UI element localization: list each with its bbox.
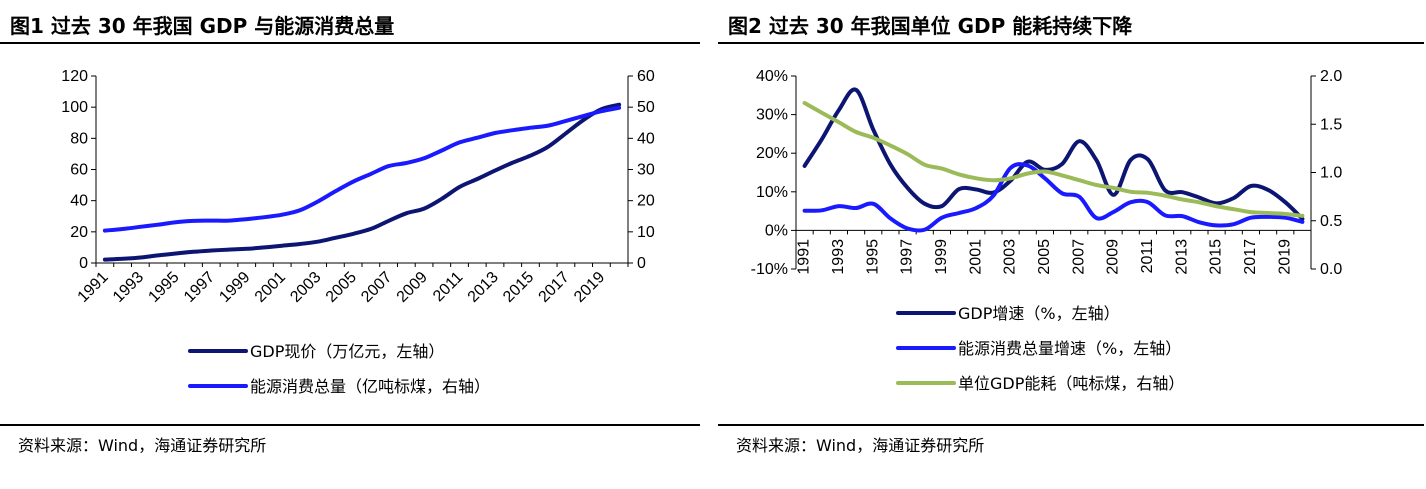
y-right-tick-label: 20 [637, 193, 655, 210]
chart-2-svg: -10% 0% 10% 20% 30% 40% 0.0 0.5 1.0 1.5 2.0 1991 199… [751, 68, 1343, 393]
x-tick-label: 2017 [1242, 239, 1259, 275]
x-tick-label: 2011 [1139, 239, 1156, 274]
chart-1-bottom-rule [0, 424, 700, 426]
chart-1-title: 图1 过去 30 年我国 GDP 与能源消费总量 [10, 14, 395, 38]
x-tick-label: 2009 [394, 269, 431, 306]
y-right-tick-label: 10 [637, 224, 655, 241]
chart-1-top-rule [0, 42, 700, 44]
x-tick-label: 2005 [323, 269, 360, 306]
x-tick-label: 2015 [500, 269, 537, 306]
legend: GDP增速（%，左轴） 能源消费总量增速（%，左轴） 单位GDP能耗（吨标煤，右轴） [896, 304, 1184, 393]
y-left-tick-label: 0% [765, 222, 788, 239]
y-right-tick-label: 30 [637, 162, 655, 179]
legend-label-1: GDP现价（万亿元，左轴） [250, 342, 444, 361]
y-left-tick-label: 40% [756, 68, 788, 85]
y-left-tick-label: -10% [751, 261, 788, 278]
chart-2-top-rule [718, 42, 1424, 44]
legend-label-2: 能源消费总量增速（%，左轴） [958, 339, 1181, 358]
x-tick-label: 2003 [1002, 239, 1019, 275]
x-tick-label: 2003 [287, 269, 324, 306]
x-tick-label: 2007 [1070, 239, 1087, 275]
x-tick-label: 2017 [536, 269, 573, 306]
x-tick-label: 2005 [1036, 239, 1053, 275]
x-tick-label: 1995 [145, 269, 182, 306]
chart-1-svg: 0 20 40 60 80 100 120 0 10 20 30 40 50 60 199119931995… [61, 68, 655, 396]
series-line-1 [102, 102, 622, 262]
y-right-tick-label: 60 [637, 68, 655, 85]
y-right-tick-label: 40 [637, 130, 655, 147]
legend-label-1: GDP增速（%，左轴） [958, 304, 1120, 323]
y-right-tick-label: 2.0 [1320, 68, 1342, 85]
x-tick-label: 1995 [864, 239, 881, 275]
y-left-tick-label: 0 [79, 255, 88, 272]
x-tick-label: 2013 [1173, 239, 1190, 275]
legend-label-3: 单位GDP能耗（吨标煤，右轴） [958, 374, 1184, 393]
series-line-1 [802, 87, 1305, 221]
chart-1-source: 资料来源：Wind，海通证券研究所 [18, 436, 267, 455]
x-tick-label: 1999 [216, 269, 253, 306]
x-tick-label: 2019 [571, 269, 608, 306]
x-tick-label: 2019 [1276, 239, 1293, 275]
x-tick-label: 2007 [358, 269, 395, 306]
chart-panel-1: 图1 过去 30 年我国 GDP 与能源消费总量 0 20 40 60 80 100 120… [0, 0, 700, 489]
legend-label-2: 能源消费总量（亿吨标煤，右轴） [250, 377, 490, 396]
x-tick-label: 2009 [1105, 239, 1122, 275]
x-tick-label: 1993 [830, 239, 847, 275]
x-tick-label: 1991 [796, 239, 813, 275]
x-tick-label: 1993 [110, 269, 147, 306]
y-left-tick-label: 100 [61, 99, 88, 116]
y-left-tick-label: 120 [61, 68, 88, 85]
y-right-tick-label: 1.0 [1320, 165, 1342, 182]
series-line-2 [802, 162, 1305, 233]
x-tick-label: 2015 [1208, 239, 1225, 275]
y-right-tick-label: 0.0 [1320, 261, 1342, 278]
y-left-tick-label: 30% [756, 107, 788, 124]
legend: GDP现价（万亿元，左轴） 能源消费总量（亿吨标煤，右轴） [188, 342, 490, 396]
chart-2-title: 图2 过去 30 年我国单位 GDP 能耗持续下降 [728, 14, 1133, 38]
y-left-tick-label: 80 [70, 130, 88, 147]
x-tick-label: 2001 [252, 269, 289, 306]
y-left-tick-label: 10% [756, 184, 788, 201]
y-right-tick-label: 0.5 [1320, 213, 1342, 230]
x-tick-label: 1999 [933, 239, 950, 275]
chart-2-bottom-rule [718, 424, 1424, 426]
x-tick-label: 1991 [75, 269, 112, 306]
y-left-tick-label: 60 [70, 162, 88, 179]
series-line-2 [102, 105, 622, 233]
chart-2-source: 资料来源：Wind，海通证券研究所 [736, 436, 985, 455]
y-right-tick-label: 50 [637, 99, 655, 116]
x-tick-label: 1997 [181, 269, 218, 306]
y-left-tick-label: 40 [70, 193, 88, 210]
y-right-tick-label: 1.5 [1320, 116, 1342, 133]
x-tick-label: 2011 [430, 269, 466, 305]
x-tick-label: 2013 [465, 269, 502, 306]
x-tick-label: 2001 [967, 239, 984, 275]
chart-panel-2: 图2 过去 30 年我国单位 GDP 能耗持续下降 -10% 0% 10% 20% 30… [718, 0, 1424, 489]
series-line-3 [802, 101, 1305, 218]
x-tick-label: 1997 [899, 239, 916, 275]
y-left-tick-label: 20 [70, 224, 88, 241]
y-right-tick-label: 0 [637, 255, 646, 272]
y-left-tick-label: 20% [756, 145, 788, 162]
